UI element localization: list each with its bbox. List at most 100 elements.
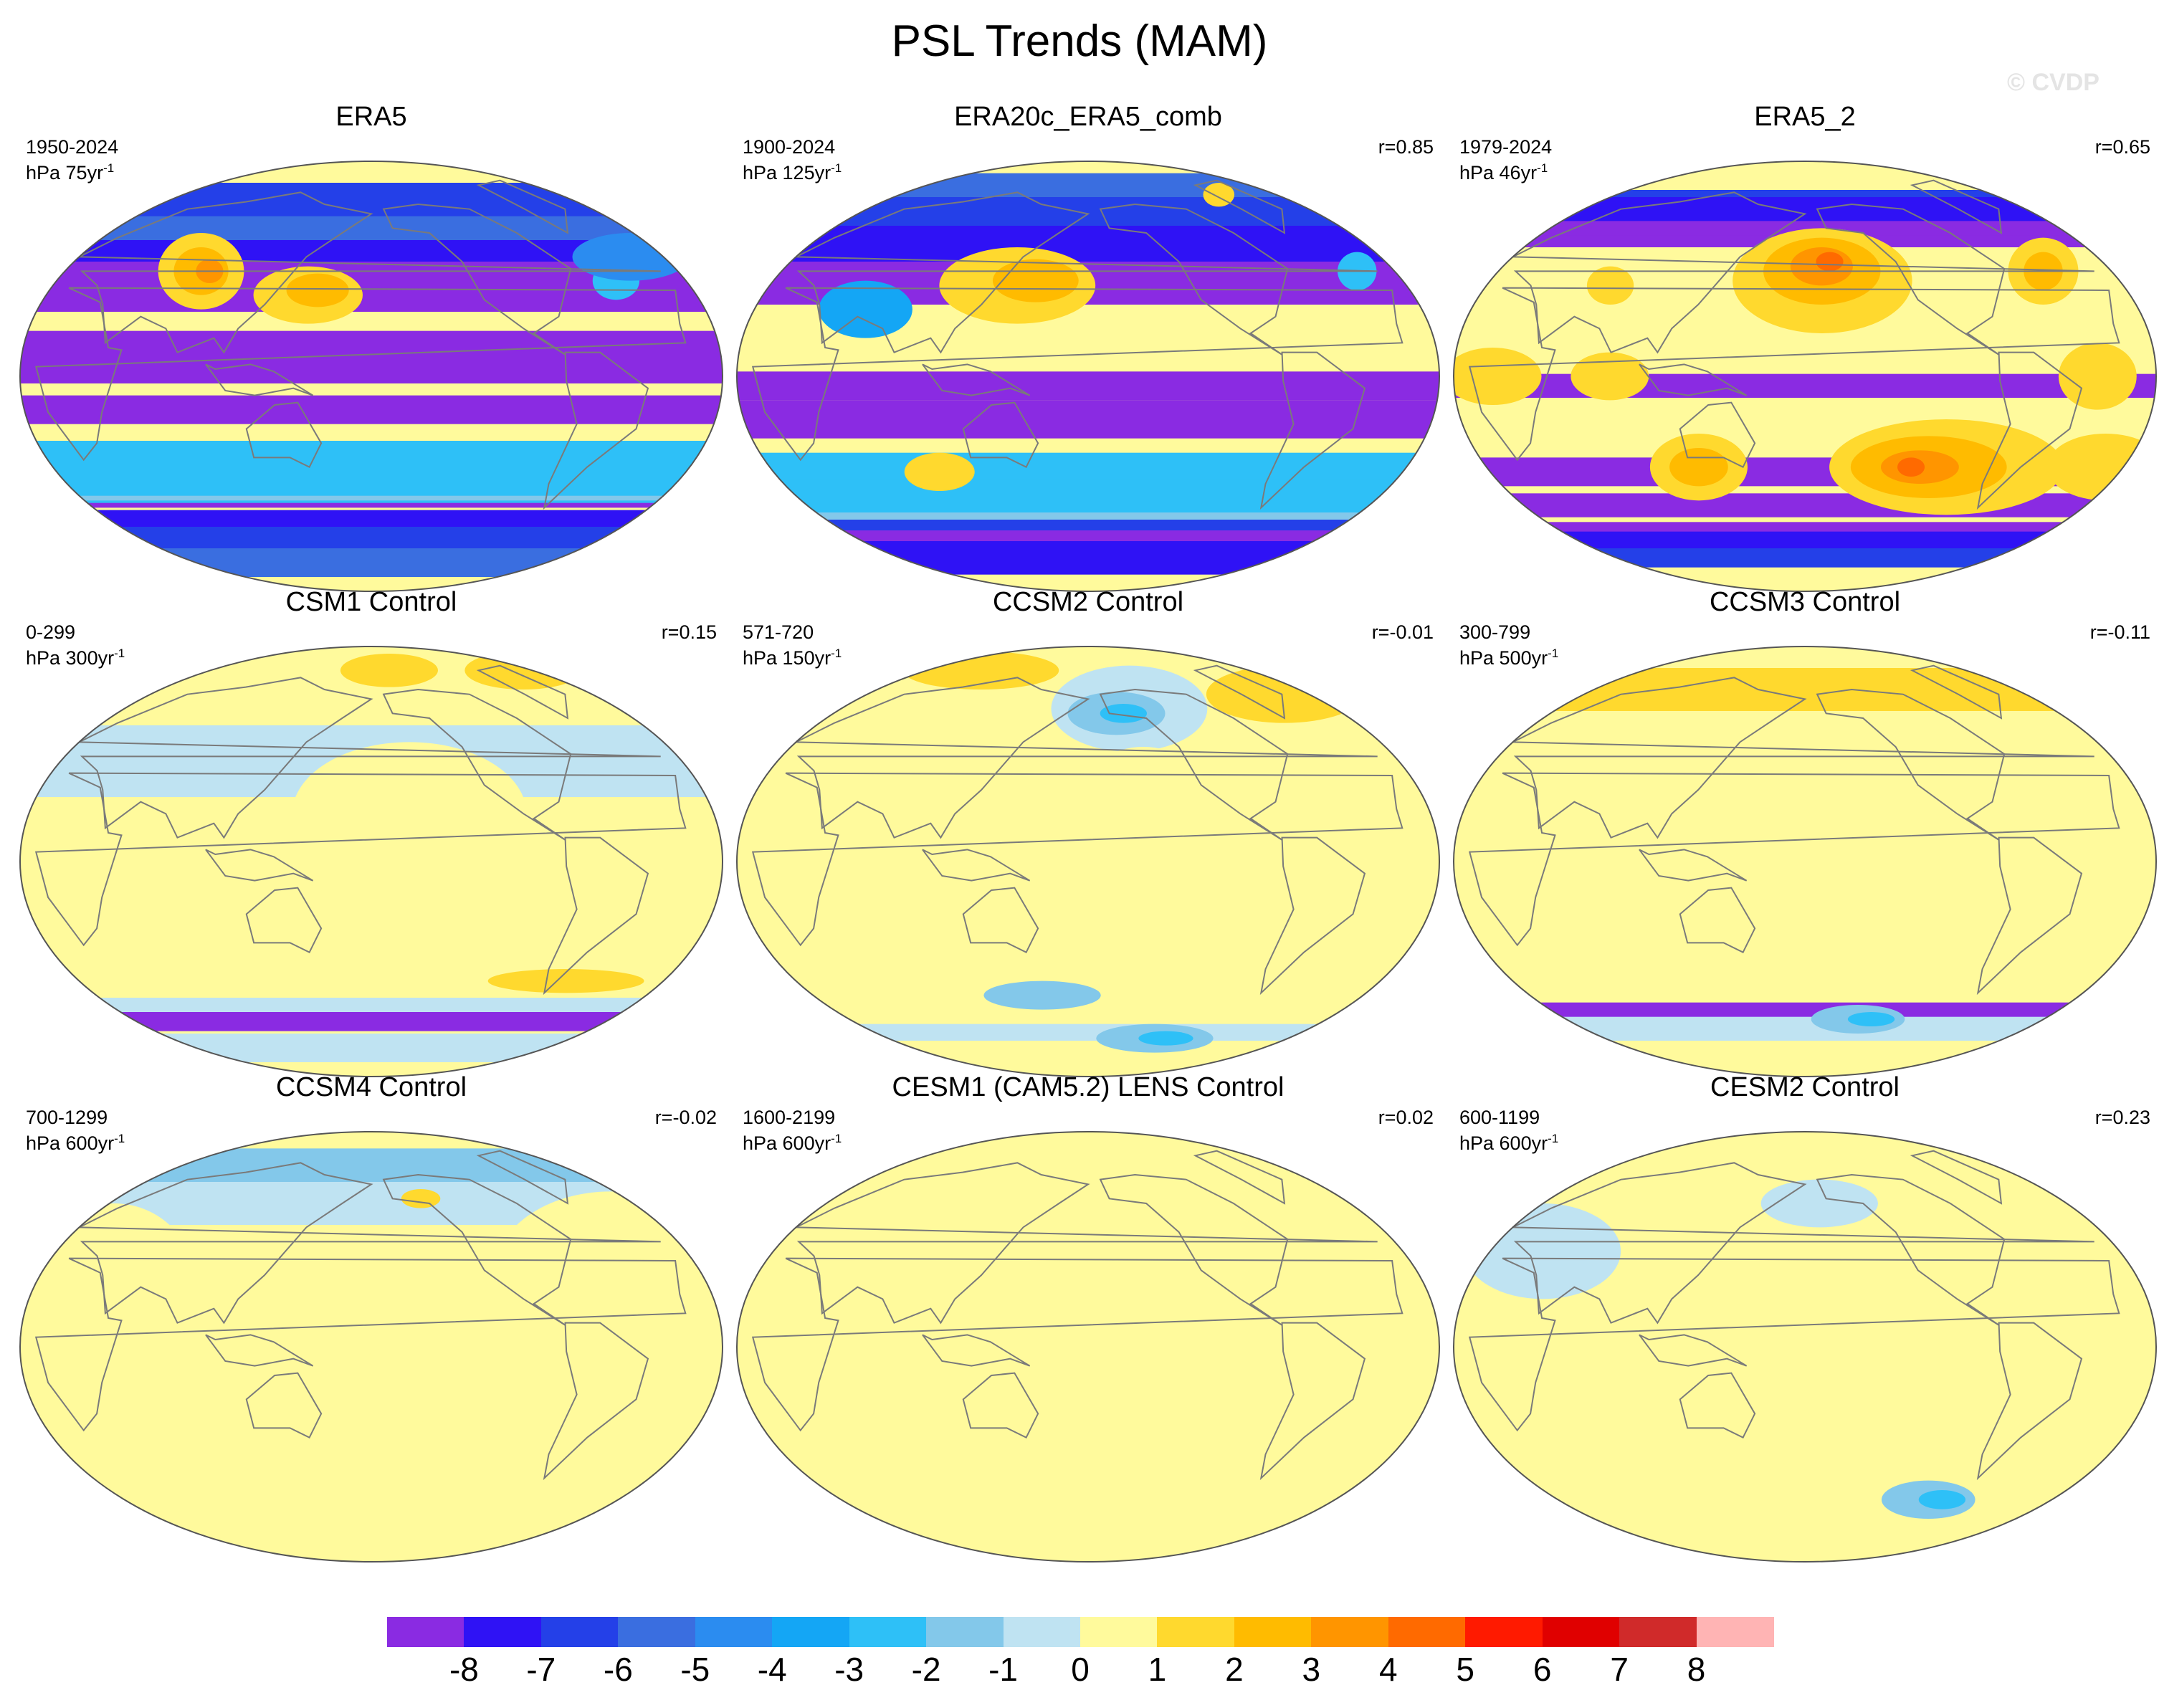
panel-year-range: 1900-2024: [743, 136, 836, 158]
coastline: [922, 363, 1031, 396]
coastline: [1512, 1162, 2094, 1325]
coastline: [1816, 203, 2006, 356]
trend-anomaly: [313, 765, 430, 862]
trend-anomaly: [1586, 266, 1634, 305]
panel-units-prefix: hPa 125yr: [743, 162, 831, 183]
coastline: [962, 401, 1039, 469]
coastline: [1976, 836, 2083, 996]
panel-title: CESM2 Control: [1710, 1072, 1900, 1102]
trend-map: [1453, 1131, 2157, 1563]
coastline: [751, 772, 1403, 947]
coastline: [751, 1257, 1403, 1432]
colorbar-box: [772, 1617, 850, 1647]
trend-anomaly: [286, 273, 349, 307]
coastline: [1099, 203, 1289, 356]
trend-anomaly: [1059, 1490, 1411, 1538]
trend-band: [1454, 1016, 2156, 1041]
trend-map: [19, 1131, 723, 1563]
coastline: [1816, 688, 2006, 841]
trend-anomaly: [1571, 352, 1649, 401]
trend-band: [737, 400, 1439, 439]
map-panel: ERA20c_ERA5_comb 1900-2024 hPa 125yr-1 r=0.…: [730, 100, 1447, 592]
map-border: [736, 646, 1440, 1077]
trend-band: [1454, 197, 2156, 221]
map-panel: CCSM3 Control 300-799 hPa 500yr-1 r=-0.11: [1447, 586, 2159, 1077]
panel-units: hPa 300yr-1: [26, 643, 125, 669]
coastline: [1259, 351, 1366, 510]
trend-band: [20, 1502, 723, 1562]
map-panel: ERA5 1950-2024 hPa 75yr-1: [13, 100, 730, 592]
trend-anomaly: [1575, 862, 1692, 958]
colorbar-box: [387, 1617, 465, 1647]
trend-map: [19, 161, 723, 592]
coastline: [1193, 664, 1286, 720]
panel-units: hPa 600yr-1: [26, 1128, 125, 1154]
colorbar-box: [1465, 1617, 1543, 1647]
trend-anomaly: [983, 981, 1101, 1010]
coastline: [1512, 677, 2094, 839]
coastline: [1193, 179, 1286, 234]
panel-units: hPa 600yr-1: [1459, 1128, 1558, 1154]
panel-units-prefix: hPa 75yr: [26, 162, 104, 183]
trend-anomaly: [401, 1189, 441, 1208]
map-border: [19, 1131, 723, 1563]
panel-units-prefix: hPa 300yr: [26, 647, 115, 669]
trend-band: [1454, 668, 2156, 711]
map-border: [19, 161, 723, 592]
colorbar-tick-label: 7: [1610, 1651, 1629, 1688]
coastline: [1910, 179, 2003, 234]
coastline: [962, 1372, 1039, 1439]
panel-title: CCSM4 Control: [275, 1072, 467, 1102]
trend-anomaly: [904, 452, 975, 491]
panel-year-range: 1979-2024: [1459, 136, 1553, 158]
panel-pattern-correlation: r=0.15: [661, 621, 717, 643]
colorbar-tick-label: 2: [1225, 1651, 1244, 1688]
coastline: [1193, 1150, 1286, 1205]
trend-band: [737, 541, 1439, 575]
map-panel: CSM1 Control 0-299 hPa 300yr-1 r=0.15: [13, 586, 730, 1077]
coastline: [245, 401, 323, 469]
colorbar-tick-label: 5: [1456, 1651, 1475, 1688]
trend-band: [20, 1034, 723, 1062]
map-border: [1453, 1131, 2157, 1563]
colorbar-box: [464, 1617, 542, 1647]
coastline: [796, 677, 1378, 839]
coastline: [543, 351, 649, 510]
coastline: [751, 287, 1403, 462]
map-background-fill: [1454, 161, 2156, 591]
trend-anomaly: [572, 233, 690, 281]
panel-units-exponent: -1: [114, 1132, 125, 1145]
coastline: [1910, 664, 2003, 720]
coastline: [1099, 1173, 1289, 1326]
colorbar-box: [1619, 1617, 1697, 1647]
panel-year-range: 300-799: [1459, 621, 1531, 643]
trend-band: [20, 330, 723, 383]
trend-band: [1454, 493, 2156, 517]
trend-anomaly: [1454, 348, 1542, 405]
colorbar-tick-label: -5: [680, 1651, 710, 1688]
coastline: [1259, 1322, 1366, 1481]
panel-year-range: 571-720: [743, 621, 814, 643]
trend-band: [20, 1148, 723, 1182]
panel-title: ERA20c_ERA5_comb: [954, 102, 1222, 132]
coastline: [245, 887, 323, 954]
panel-units-exponent: -1: [831, 1132, 842, 1145]
coastline: [1976, 1322, 2083, 1481]
coastline: [543, 836, 649, 996]
panel-pattern-correlation: r=-0.02: [654, 1107, 717, 1128]
map-panel: CCSM4 Control 700-1299 hPa 600yr-1 r=-0.02: [13, 1071, 730, 1563]
trend-anomaly: [1760, 1179, 1878, 1228]
trend-anomaly: [1464, 1203, 1621, 1299]
trend-band: [737, 479, 1439, 512]
colorbar-box: [1311, 1617, 1389, 1647]
colorbar-tick-label: 8: [1687, 1651, 1706, 1688]
trend-anomaly: [1204, 1322, 1282, 1418]
coastline: [796, 1162, 1378, 1325]
trend-anomaly: [974, 1370, 1092, 1466]
trend-anomaly: [977, 933, 1095, 981]
panel-pattern-correlation: r=0.02: [1378, 1107, 1434, 1128]
coastline: [1468, 772, 2120, 947]
trend-anomaly: [340, 654, 438, 687]
coastline: [382, 688, 572, 841]
coastline: [205, 363, 314, 396]
